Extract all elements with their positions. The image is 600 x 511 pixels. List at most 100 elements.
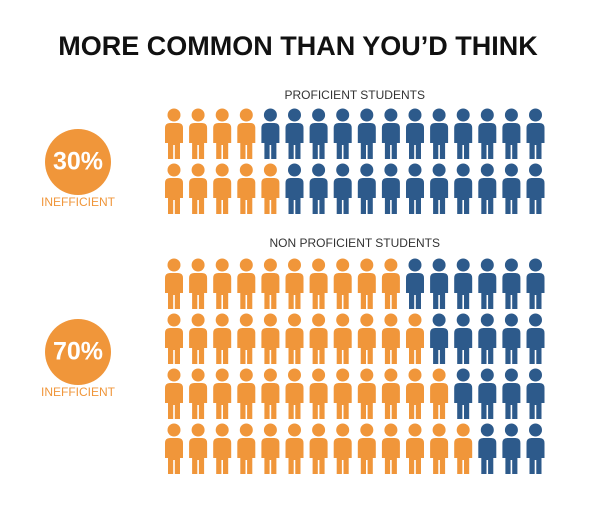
person-icon xyxy=(381,163,400,214)
person-icon xyxy=(430,108,449,159)
icon-head xyxy=(336,313,350,327)
icon-body xyxy=(406,178,424,214)
icon-body xyxy=(285,178,304,214)
person-icon xyxy=(165,313,183,364)
person-icon xyxy=(454,313,473,364)
icon-head xyxy=(215,258,229,272)
icon-body xyxy=(454,383,473,419)
person-icon xyxy=(309,108,328,159)
person-icon xyxy=(333,163,352,214)
icon-body xyxy=(478,178,497,214)
person-icon xyxy=(478,313,497,364)
icon-head xyxy=(336,163,350,177)
icon-head xyxy=(360,108,374,122)
icon-head xyxy=(167,163,181,177)
icon-head xyxy=(529,258,542,272)
percent-badge xyxy=(45,319,111,385)
percent-badge xyxy=(45,129,111,195)
icon-head xyxy=(480,423,494,437)
icon-head xyxy=(456,163,470,177)
icon-body xyxy=(381,123,400,159)
person-icon xyxy=(285,368,304,419)
person-icon xyxy=(478,258,497,309)
icon-head xyxy=(529,163,542,177)
icon-body xyxy=(261,383,280,419)
icon-body xyxy=(309,328,328,364)
icon-head xyxy=(384,368,398,382)
person-icon xyxy=(502,258,521,309)
icon-body xyxy=(237,273,256,309)
icon-head xyxy=(480,258,494,272)
icon-body xyxy=(309,123,328,159)
person-icon xyxy=(526,163,545,214)
icon-body xyxy=(189,123,208,159)
icon-body xyxy=(237,438,256,474)
person-icon xyxy=(406,368,424,419)
icon-body xyxy=(261,123,280,159)
icon-body xyxy=(454,273,473,309)
person-icon xyxy=(237,108,256,159)
icon-head xyxy=(480,163,494,177)
person-icon xyxy=(285,108,304,159)
person-icon xyxy=(478,163,497,214)
icon-head xyxy=(480,368,494,382)
icon-head xyxy=(263,313,277,327)
person-icon xyxy=(213,423,232,474)
icon-head xyxy=(288,313,301,327)
icon-body xyxy=(261,273,280,309)
person-icon xyxy=(165,368,183,419)
icon-head xyxy=(504,163,518,177)
person-icon xyxy=(381,368,400,419)
icon-body xyxy=(237,123,256,159)
icon-body xyxy=(526,383,545,419)
person-icon xyxy=(357,163,376,214)
icon-head xyxy=(288,108,301,122)
icon-body xyxy=(309,438,328,474)
person-icon xyxy=(333,258,352,309)
icon-head xyxy=(456,313,470,327)
person-icon xyxy=(165,423,183,474)
icon-head xyxy=(336,258,350,272)
person-icon xyxy=(309,313,328,364)
icon-body xyxy=(454,438,473,474)
icon-head xyxy=(408,313,422,327)
icon-head xyxy=(263,258,277,272)
person-icon xyxy=(333,368,352,419)
icon-body xyxy=(261,178,280,214)
icon-body xyxy=(237,178,256,214)
icon-head xyxy=(408,108,422,122)
person-icon xyxy=(526,368,545,419)
icon-head xyxy=(529,423,542,437)
icon-body xyxy=(406,273,424,309)
icon-body xyxy=(430,328,449,364)
icon-body xyxy=(406,438,424,474)
person-icon xyxy=(381,423,400,474)
person-icon xyxy=(357,108,376,159)
icon-head xyxy=(504,108,518,122)
person-icon xyxy=(357,423,376,474)
icon-body xyxy=(213,123,232,159)
person-icon xyxy=(189,258,208,309)
icon-body xyxy=(165,178,183,214)
section-title: NON PROFICIENT STUDENTS xyxy=(270,236,440,250)
person-icon xyxy=(213,313,232,364)
icon-body xyxy=(430,123,449,159)
icon-head xyxy=(239,313,253,327)
icon-body xyxy=(261,328,280,364)
icon-head xyxy=(360,423,374,437)
person-icon xyxy=(285,258,304,309)
person-icon xyxy=(478,423,497,474)
icon-body xyxy=(526,438,545,474)
icon-body xyxy=(502,273,521,309)
icon-head xyxy=(288,258,301,272)
person-icon xyxy=(261,423,280,474)
icon-body xyxy=(406,383,424,419)
person-icon xyxy=(406,258,424,309)
icon-body xyxy=(189,383,208,419)
icon-head xyxy=(288,368,301,382)
icon-body xyxy=(478,438,497,474)
icon-head xyxy=(191,313,205,327)
icon-head xyxy=(167,423,181,437)
icon-head xyxy=(239,108,253,122)
person-icon xyxy=(213,163,232,214)
